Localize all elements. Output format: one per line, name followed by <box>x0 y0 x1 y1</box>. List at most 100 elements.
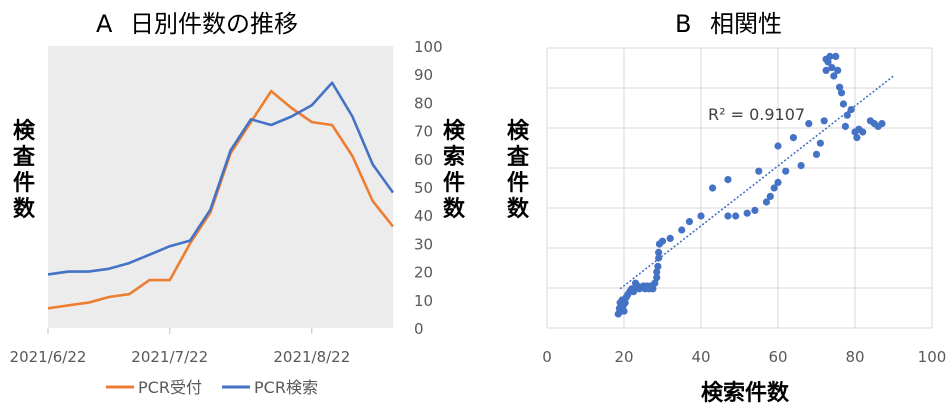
y-axis-label-right-char: 検 <box>443 119 466 144</box>
y-axis-label-left-char: 件 <box>13 171 35 196</box>
x-tick-label: 60 <box>768 348 787 366</box>
scatter-point <box>621 299 629 307</box>
legend-label-pcr-uketsuke: PCR受付 <box>138 378 202 397</box>
scatter-point <box>836 83 844 91</box>
scatter-point <box>770 184 778 192</box>
scatter-point <box>653 274 661 282</box>
scatter-point <box>841 122 849 130</box>
y-axis-label-char: 検 <box>507 119 530 144</box>
scatter-point <box>743 209 751 217</box>
x-tick-label: 2021/7/22 <box>131 348 208 366</box>
scatter-point <box>678 226 686 234</box>
x-tick-labels: 0 20 40 60 80 100 <box>542 348 946 366</box>
panel-a-label: A <box>96 10 113 38</box>
scatter-point <box>724 176 732 184</box>
x-tick-label: 80 <box>845 348 864 366</box>
scatter-point <box>751 206 759 214</box>
scatter-point <box>708 184 717 192</box>
scatter-point <box>782 167 790 175</box>
scatter-point <box>697 212 705 220</box>
y2-tick-labels: 0 10 20 30 40 50 60 70 80 90 100 <box>414 38 443 338</box>
x-tick-label: 0 <box>542 348 552 366</box>
y-axis-label-left-char: 検 <box>13 119 36 144</box>
scatter-point <box>649 285 657 293</box>
y-axis-label-char: 査 <box>507 145 530 170</box>
y2-tick-label: 80 <box>414 94 433 112</box>
x-axis-label: 検索件数 <box>701 380 790 406</box>
scatter-point <box>828 64 836 72</box>
scatter-point <box>820 117 828 125</box>
scatter-point <box>826 52 834 61</box>
y-axis-label-right: 検索件数 <box>443 119 466 222</box>
scatter-point <box>816 139 824 147</box>
scatter-point <box>685 218 694 226</box>
scatter-points <box>614 52 886 318</box>
y2-tick-label: 70 <box>414 123 433 141</box>
y-axis-label-right-char: 件 <box>443 171 465 196</box>
legend-label-pcr-kensaku: PCR検索 <box>254 378 318 397</box>
y2-tick-label: 100 <box>414 38 443 56</box>
scatter-point <box>762 198 771 206</box>
scatter-point <box>822 66 830 74</box>
scatter-point <box>789 134 798 142</box>
scatter-point <box>797 162 805 170</box>
series-line-pcr-kensaku <box>47 81 395 276</box>
scatter-point <box>774 178 782 186</box>
scatter-point <box>859 128 867 136</box>
scatter-point <box>620 307 628 315</box>
scatter-point <box>732 212 740 220</box>
scatter-point <box>654 262 662 270</box>
y2-tick-label: 0 <box>414 320 424 338</box>
scatter-point <box>812 150 821 158</box>
scatter-point <box>834 66 842 74</box>
y-axis-label-right-char: 数 <box>443 196 466 222</box>
r-squared-label: R² = 0.9107 <box>708 105 805 124</box>
scatter-point <box>766 192 774 200</box>
y-axis-label-right-char: 索 <box>443 145 465 170</box>
plot-area-a <box>48 46 393 328</box>
scatter-point <box>774 142 782 150</box>
scatter-point <box>847 106 855 114</box>
scatter-point <box>805 120 813 128</box>
panel-a-title: 日別件数の推移 <box>130 10 298 38</box>
y2-tick-label: 50 <box>414 179 433 197</box>
scatter-point <box>824 58 832 66</box>
scatter-point <box>755 167 763 175</box>
y-axis-label-left-char: 査 <box>13 145 36 170</box>
trendline-line <box>619 75 894 290</box>
trendline <box>619 75 894 290</box>
y-axis-label-char: 数 <box>507 196 530 222</box>
scatter-point <box>655 248 663 256</box>
gridlines <box>546 48 933 328</box>
x-tick-label: 2021/8/22 <box>273 348 350 366</box>
y2-tick-label: 90 <box>414 66 433 84</box>
scatter-point <box>853 134 861 142</box>
scatter-point <box>878 120 886 128</box>
scatter-point <box>658 237 667 245</box>
scatter-point <box>655 254 663 262</box>
y2-tick-label: 20 <box>414 264 433 282</box>
x-tick-labels: 2021/6/22 2021/7/22 2021/8/22 <box>10 328 350 366</box>
scatter-point <box>832 52 840 61</box>
line-series-group <box>47 81 395 310</box>
scatter-point <box>837 89 846 97</box>
y2-tick-label: 30 <box>414 235 433 253</box>
y2-tick-label: 10 <box>414 292 433 310</box>
x-tick-label: 40 <box>691 348 710 366</box>
scatter-point <box>830 72 838 80</box>
scatter-point <box>724 212 732 220</box>
y2-tick-label: 60 <box>414 151 433 169</box>
y-axis-label-left-char: 数 <box>13 196 36 222</box>
x-tick-label: 20 <box>614 348 633 366</box>
y-axis-label-char: 件 <box>507 171 529 196</box>
panel-b-label: B <box>675 10 691 38</box>
y2-tick-label: 40 <box>414 207 433 225</box>
x-tick-label: 2021/6/22 <box>10 348 87 366</box>
scatter-point <box>839 100 848 108</box>
scatter-point <box>843 111 851 119</box>
